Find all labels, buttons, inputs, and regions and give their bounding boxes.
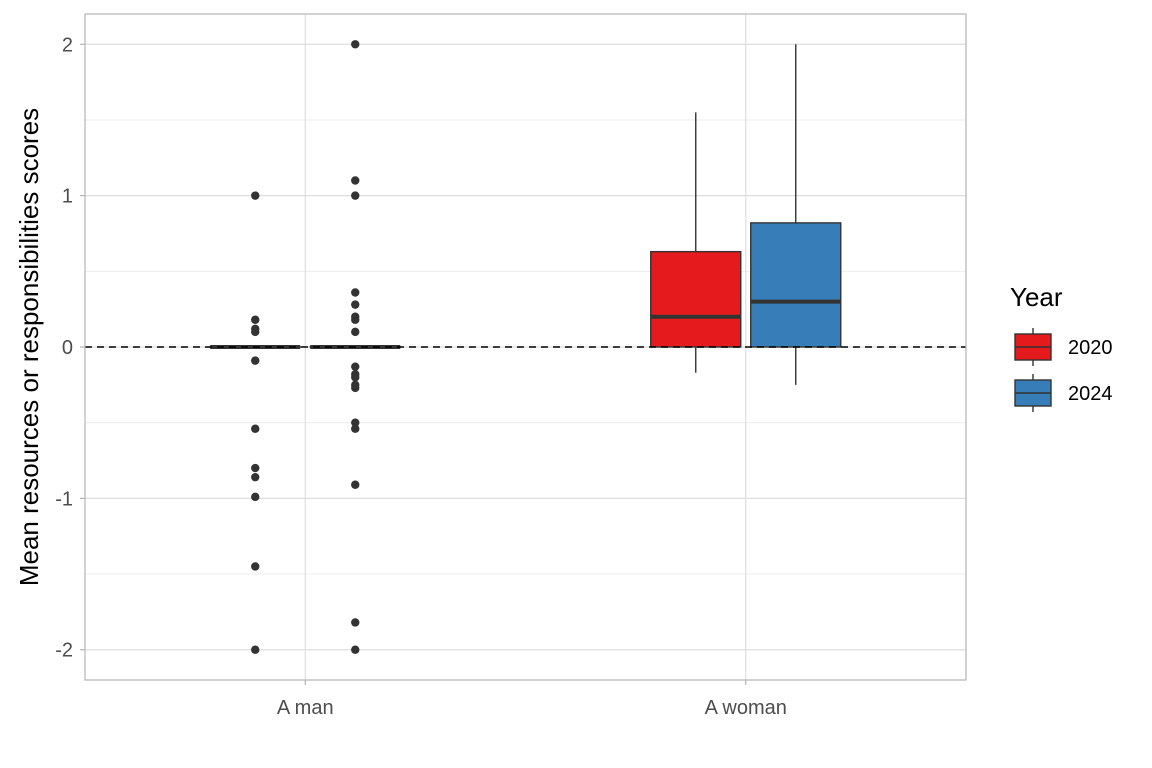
box-body	[750, 222, 842, 348]
y-tick-label: 1	[62, 186, 73, 208]
outlier-point	[351, 191, 360, 200]
outlier-point	[251, 356, 260, 365]
box-2024-a-woman	[750, 44, 842, 385]
legend-entry-2024: 2024	[1014, 374, 1113, 412]
x-tick-label: A woman	[705, 697, 787, 719]
box-2020-a-woman	[650, 112, 742, 373]
outlier-point	[251, 327, 260, 337]
legend: Year 2020 2024	[1010, 282, 1113, 412]
outlier-point	[351, 315, 360, 324]
y-tick-label: -2	[55, 640, 73, 662]
outlier-point	[351, 424, 360, 433]
outlier-point	[251, 463, 260, 473]
outlier-point	[251, 191, 260, 200]
outlier-point	[251, 562, 260, 571]
outlier-point	[351, 418, 360, 427]
legend-entry-2020: 2020	[1014, 328, 1113, 366]
y-tick-label: -1	[55, 488, 73, 510]
y-axis-title: Mean resources or responsibilities score…	[14, 108, 44, 586]
outlier-point	[251, 645, 260, 654]
legend-label: 2024	[1068, 383, 1113, 405]
outlier-point	[351, 176, 360, 185]
outlier-point	[351, 40, 360, 49]
outlier-point	[351, 645, 360, 654]
outliers	[251, 40, 360, 654]
outlier-point	[351, 288, 360, 297]
outlier-point	[351, 480, 360, 489]
legend-title: Year	[1010, 282, 1063, 312]
box-body	[650, 250, 742, 348]
outlier-point	[351, 362, 360, 371]
outlier-point	[351, 373, 360, 382]
outlier-point	[351, 618, 360, 627]
y-tick-label: 2	[62, 34, 73, 56]
x-tick-label: A man	[277, 697, 334, 719]
outlier-point	[351, 327, 360, 337]
outlier-point	[251, 472, 260, 482]
outlier-point	[251, 424, 260, 433]
outlier-point	[351, 383, 360, 393]
legend-label: 2020	[1068, 337, 1113, 359]
outlier-point	[351, 300, 360, 309]
y-tick-label: 0	[62, 337, 73, 359]
outlier-point	[251, 492, 260, 502]
axes: -2 -1 0 1 2 A man A woman	[55, 34, 787, 719]
outlier-point	[251, 315, 260, 324]
